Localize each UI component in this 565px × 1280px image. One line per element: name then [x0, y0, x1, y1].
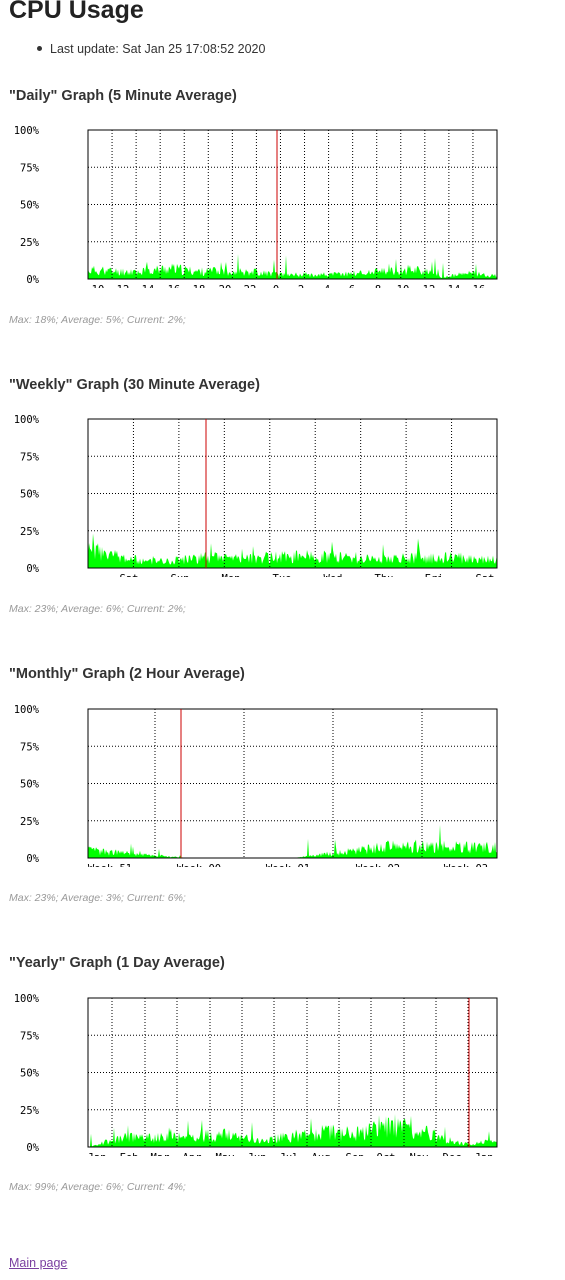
x-tick-label: Fri	[425, 573, 444, 577]
y-tick-label: 50%	[20, 200, 40, 212]
usage-area	[88, 533, 497, 568]
usage-area	[88, 1114, 497, 1147]
x-tick-label: 18	[193, 284, 206, 288]
bullet-dot	[37, 46, 42, 52]
y-tick-label: 50%	[20, 779, 40, 791]
monthly-stats: Max: 23%; Average: 3%; Current: 6%;	[9, 892, 186, 904]
x-tick-label: 12	[117, 284, 130, 288]
x-tick-label: May	[216, 1152, 235, 1156]
y-tick-label: 25%	[20, 1105, 40, 1117]
x-tick-label: Jan	[475, 1152, 494, 1156]
x-tick-label: Jul	[280, 1152, 299, 1156]
x-tick-label: Oct	[377, 1152, 396, 1156]
x-tick-label: Sun	[171, 573, 190, 577]
x-tick-label: 20	[219, 284, 232, 288]
x-tick-label: 4	[324, 284, 330, 288]
x-tick-label: Apr	[183, 1152, 202, 1156]
x-tick-label: 0	[273, 284, 279, 288]
weekly-stats: Max: 23%; Average: 6%; Current: 2%;	[9, 603, 186, 615]
usage-area	[88, 824, 497, 858]
x-tick-label: Thu	[375, 573, 394, 577]
y-tick-label: 25%	[20, 816, 40, 828]
x-tick-label: Aug	[312, 1152, 331, 1156]
last-update: Last update: Sat Jan 25 17:08:52 2020	[37, 42, 265, 56]
graph-frame	[87, 129, 498, 280]
y-tick-label: 50%	[20, 1068, 40, 1080]
y-tick-label: 50%	[20, 489, 40, 501]
y-tick-label: 25%	[20, 237, 40, 249]
y-tick-label: 75%	[20, 451, 40, 463]
graph-frame	[87, 708, 498, 859]
daily-graph-title: "Daily" Graph (5 Minute Average)	[9, 88, 237, 104]
main-page-link[interactable]: Main page	[9, 1256, 68, 1270]
graph-frame	[87, 418, 498, 569]
monthly-graph-svg: 100% 75% 50% 25% 0% Week 51 Week 00 Week 01 Week…	[14, 704, 498, 867]
x-tick-label: Week 00	[177, 863, 221, 867]
x-tick-label: 10	[397, 284, 410, 288]
graph-frame	[87, 997, 498, 1148]
usage-area	[88, 254, 497, 279]
y-tick-label: 0%	[26, 274, 39, 286]
y-tick-label: 0%	[26, 853, 39, 865]
yearly-graph-title: "Yearly" Graph (1 Day Average)	[9, 955, 225, 971]
x-tick-label: Mon	[222, 573, 241, 577]
yearly-stats: Max: 99%; Average: 6%; Current: 4%;	[9, 1181, 186, 1193]
x-tick-label: 16	[168, 284, 181, 288]
monthly-graph-title: "Monthly" Graph (2 Hour Average)	[9, 666, 245, 682]
x-tick-label: Sep	[346, 1152, 365, 1156]
y-tick-label: 100%	[14, 704, 40, 716]
x-tick-label: 10	[92, 284, 105, 288]
x-tick-label: 6	[349, 284, 355, 288]
x-tick-label: Wed	[324, 573, 343, 577]
y-tick-label: 75%	[20, 741, 40, 753]
x-tick-label: Mar	[151, 1152, 170, 1156]
y-tick-label: 0%	[26, 1142, 39, 1154]
x-tick-label: Dec	[443, 1152, 462, 1156]
x-tick-label: Nov	[410, 1152, 429, 1156]
x-tick-label: 14	[448, 284, 461, 288]
x-tick-label: 22	[244, 284, 257, 288]
page-title: CPU Usage	[9, 0, 144, 24]
yearly-graph-svg: 100% 75% 50% 25% 0% Jan Feb Mar Apr May Jun Jul Aug S…	[14, 993, 498, 1156]
y-tick-label: 100%	[14, 993, 40, 1005]
x-tick-label: 14	[142, 284, 155, 288]
y-tick-label: 75%	[20, 1030, 40, 1042]
x-tick-label: 2	[298, 284, 304, 288]
x-tick-label: 8	[375, 284, 381, 288]
x-tick-label: Tue	[273, 573, 292, 577]
y-tick-label: 75%	[20, 162, 40, 174]
x-tick-label: Sat	[120, 573, 139, 577]
x-tick-label: 12	[423, 284, 436, 288]
last-update-text: Last update: Sat Jan 25 17:08:52 2020	[50, 42, 266, 56]
y-tick-label: 100%	[14, 414, 40, 426]
x-tick-label: Week 01	[266, 863, 310, 867]
x-tick-label: Week 02	[356, 863, 400, 867]
x-tick-label: Feb	[120, 1152, 139, 1156]
weekly-graph-title: "Weekly" Graph (30 Minute Average)	[9, 377, 260, 393]
weekly-graph-svg: 100% 75% 50% 25% 0% Sat Sun Mon Tue Wed Thu Fri Sat	[14, 414, 498, 577]
yearly-graph: 100% 75% 50% 25% 0% Jan Feb Mar Apr May Jun Jul Aug S…	[0, 986, 520, 1156]
y-tick-label: 0%	[26, 563, 39, 575]
monthly-graph: 100% 75% 50% 25% 0% Week 51 Week 00 Week 01 Week…	[0, 697, 520, 867]
y-tick-label: 100%	[14, 125, 40, 137]
x-tick-label: Sat	[476, 573, 495, 577]
x-tick-label: 16	[473, 284, 486, 288]
daily-stats: Max: 18%; Average: 5%; Current: 2%;	[9, 314, 186, 326]
x-tick-label: Jun	[248, 1152, 267, 1156]
y-tick-label: 25%	[20, 526, 40, 538]
daily-graph: 100% 75% 50% 25% 0% 10 12 14 16 18 20 22 0 2 4 6 8 10 12 14…	[0, 118, 520, 288]
x-tick-label: Week 51	[88, 863, 132, 867]
daily-graph-svg: 100% 75% 50% 25% 0% 10 12 14 16 18 20 22 0 2 4 6 8 10 12 14…	[14, 125, 498, 288]
x-tick-label: Jan	[88, 1152, 107, 1156]
x-tick-label: Week 03	[444, 863, 488, 867]
weekly-graph: 100% 75% 50% 25% 0% Sat Sun Mon Tue Wed Thu Fri Sat	[0, 407, 520, 577]
